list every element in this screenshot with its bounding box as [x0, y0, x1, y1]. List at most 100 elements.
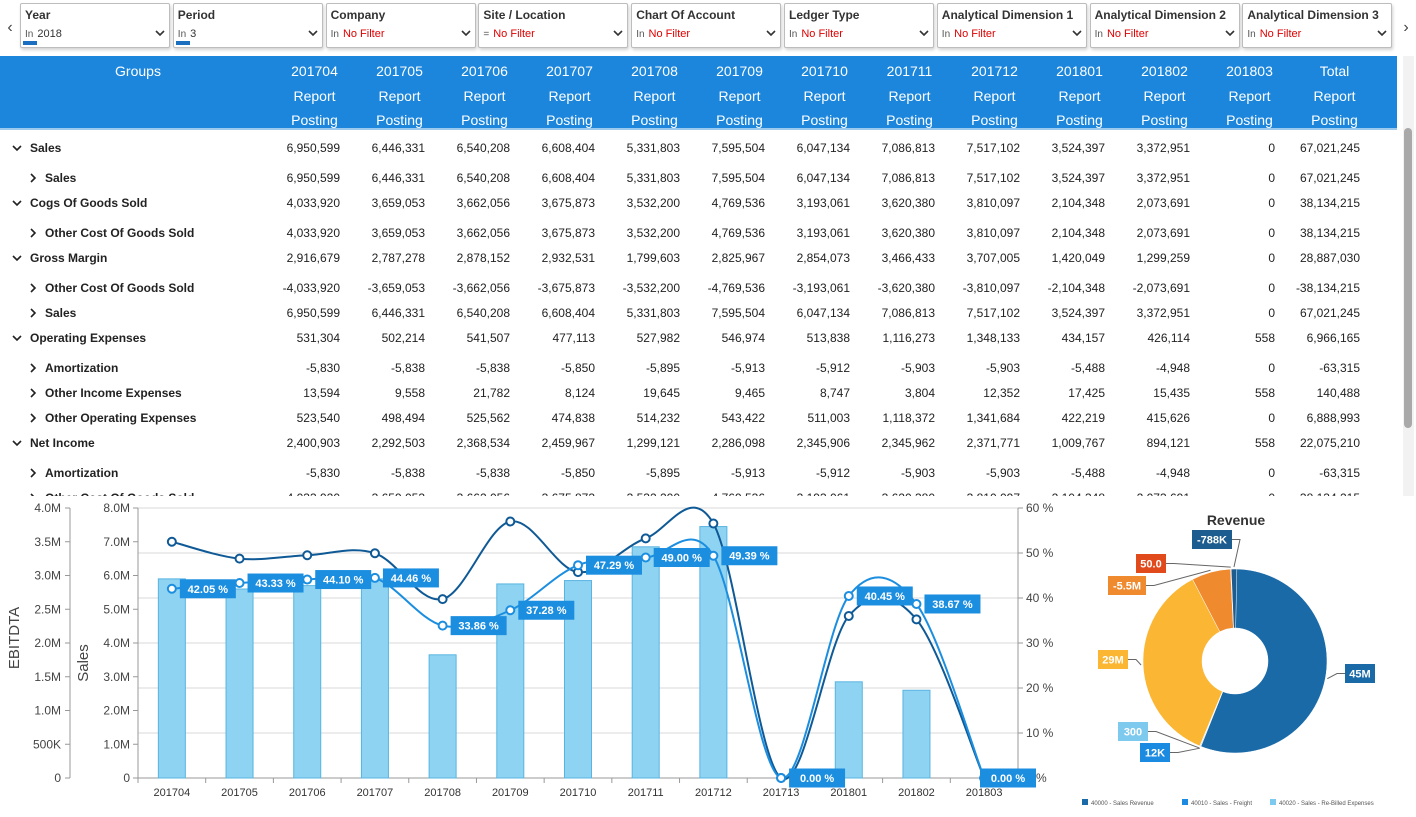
column-header[interactable]: 201707: [546, 63, 593, 79]
chevron-right-icon[interactable]: [27, 387, 39, 399]
sales-bar[interactable]: [428, 654, 457, 779]
column-header[interactable]: 201801: [1056, 63, 1103, 79]
column-header[interactable]: 201712: [971, 63, 1018, 79]
chevron-down-icon[interactable]: [11, 332, 23, 344]
ebitdta-point[interactable]: [302, 550, 313, 561]
percent-point[interactable]: [640, 552, 651, 563]
chevron-right-icon[interactable]: [27, 172, 39, 184]
table-row[interactable]: Gross Margin 2,916,679 2,787,278 2,878,152 2…: [0, 248, 1397, 270]
filter-value[interactable]: In No Filter: [1247, 28, 1301, 40]
ebitdta-point[interactable]: [708, 518, 719, 529]
ebitdta-point[interactable]: [911, 614, 922, 625]
percent-point[interactable]: [302, 574, 313, 585]
table-row[interactable]: Amortization -5,830 -5,838 -5,838 -5,850 -5,8…: [0, 358, 1397, 380]
column-header[interactable]: 201803: [1226, 63, 1273, 79]
chevron-down-icon[interactable]: [461, 28, 471, 38]
filter-year[interactable]: Year In 2018: [20, 3, 170, 48]
sales-bar[interactable]: [631, 546, 660, 779]
chevron-right-icon[interactable]: [27, 412, 39, 424]
percent-point[interactable]: [166, 583, 177, 594]
sales-bar[interactable]: [293, 585, 322, 779]
percent-point[interactable]: [776, 773, 787, 783]
vertical-scrollbar[interactable]: [1401, 56, 1416, 496]
filter-value[interactable]: = No Filter: [483, 28, 534, 40]
chevron-down-icon[interactable]: [1377, 28, 1387, 38]
scroll-right-icon[interactable]: ›: [1403, 19, 1409, 36]
column-header[interactable]: 201706: [461, 63, 508, 79]
groups-header[interactable]: Groups: [115, 63, 161, 79]
filter-value[interactable]: In 3: [178, 28, 196, 40]
chevron-right-icon[interactable]: [27, 227, 39, 239]
table-row[interactable]: Other Operating Expenses 523,540 498,494 52…: [0, 408, 1397, 430]
scroll-left-icon[interactable]: ‹: [7, 19, 13, 36]
column-header[interactable]: 201802: [1141, 63, 1188, 79]
table-row[interactable]: Other Cost Of Goods Sold 4,033,920 3,659,0…: [0, 223, 1397, 245]
ebitdta-point[interactable]: [437, 594, 448, 605]
donut-slice[interactable]: [1200, 568, 1328, 754]
scrollbar-thumb[interactable]: [1404, 128, 1412, 428]
percent-point[interactable]: [437, 620, 448, 631]
ebitdta-point[interactable]: [166, 536, 177, 547]
ebitdta-point[interactable]: [640, 533, 651, 544]
table-row[interactable]: Sales 6,950,599 6,446,331 6,540,208 6,608,40…: [0, 303, 1397, 325]
chevron-right-icon[interactable]: [27, 467, 39, 479]
ebitdta-point[interactable]: [369, 548, 380, 559]
filter-site-location[interactable]: Site / Location = No Filter: [478, 3, 629, 48]
sales-bar[interactable]: [157, 578, 186, 779]
table-row[interactable]: Sales 6,950,599 6,446,331 6,540,208 6,608,40…: [0, 168, 1397, 190]
filter-value[interactable]: In No Filter: [942, 28, 996, 40]
table-row[interactable]: Other Cost Of Goods Sold-4,033,920-3,659…: [0, 488, 1397, 496]
column-header[interactable]: 201704: [291, 63, 338, 79]
chevron-down-icon[interactable]: [613, 28, 623, 38]
chevron-down-icon[interactable]: [919, 28, 929, 38]
table-row[interactable]: Operating Expenses 531,304 502,214 541,507 4…: [0, 328, 1397, 350]
table-row[interactable]: Sales 6,950,599 6,446,331 6,540,208 6,608,40…: [0, 138, 1397, 160]
table-row[interactable]: Cogs Of Goods Sold 4,033,920 3,659,053 3,66…: [0, 193, 1397, 215]
sales-bar[interactable]: [225, 588, 254, 779]
filter-ledger-type[interactable]: Ledger Type In No Filter: [784, 3, 934, 48]
chevron-down-icon[interactable]: [1225, 28, 1235, 38]
percent-point[interactable]: [708, 550, 719, 561]
filter-analytical-dimension-3[interactable]: Analytical Dimension 3 In No Filter: [1242, 3, 1393, 48]
filter-value[interactable]: In 2018: [25, 28, 62, 40]
table-row[interactable]: Amortization -5,830 -5,838 -5,838 -5,850 -5,8…: [0, 463, 1397, 485]
filter-analytical-dimension-1[interactable]: Analytical Dimension 1 In No Filter: [936, 3, 1087, 48]
chevron-down-icon[interactable]: [11, 142, 23, 154]
column-header[interactable]: 201708: [631, 63, 678, 79]
percent-point[interactable]: [234, 578, 245, 589]
percent-point[interactable]: [911, 598, 922, 609]
filter-company[interactable]: Company In No Filter: [325, 3, 476, 48]
filter-value[interactable]: In No Filter: [636, 28, 690, 40]
column-header[interactable]: Total: [1319, 63, 1350, 79]
chevron-down-icon[interactable]: [11, 437, 23, 449]
chevron-down-icon[interactable]: [308, 28, 318, 38]
column-header[interactable]: 201705: [376, 63, 423, 79]
donut-slice[interactable]: [1230, 568, 1238, 629]
chevron-right-icon[interactable]: [27, 492, 39, 496]
chevron-down-icon[interactable]: [155, 28, 165, 38]
percent-point[interactable]: [843, 590, 854, 601]
column-header[interactable]: 201710: [801, 63, 848, 79]
column-header[interactable]: 201709: [716, 63, 763, 79]
chevron-down-icon[interactable]: [11, 252, 23, 264]
chevron-right-icon[interactable]: [27, 307, 39, 319]
table-row[interactable]: Other Income Expenses 13,594 9,558 21,782 8,…: [0, 383, 1397, 405]
filter-value[interactable]: In No Filter: [1095, 28, 1149, 40]
chevron-right-icon[interactable]: [27, 362, 39, 374]
chevron-down-icon[interactable]: [766, 28, 776, 38]
table-row[interactable]: Other Cost Of Goods Sold-4,033,920-3,659…: [0, 278, 1397, 300]
filter-period[interactable]: Period In 3: [172, 3, 323, 48]
sales-bar[interactable]: [360, 578, 389, 779]
ebitdta-point[interactable]: [505, 516, 516, 527]
filter-chart-of-account[interactable]: Chart Of Account In No Filter: [631, 3, 782, 48]
percent-point[interactable]: [505, 605, 516, 616]
chevron-down-icon[interactable]: [1072, 28, 1082, 38]
filter-value[interactable]: In No Filter: [331, 28, 385, 40]
table-row[interactable]: Net Income 2,400,903 2,292,503 2,368,534 2,4…: [0, 433, 1397, 455]
chevron-down-icon[interactable]: [11, 197, 23, 209]
column-header[interactable]: 201711: [886, 63, 933, 79]
percent-point[interactable]: [369, 572, 380, 583]
donut-slice[interactable]: [1142, 579, 1223, 747]
ebitdta-point[interactable]: [234, 553, 245, 564]
sales-bar[interactable]: [902, 689, 931, 779]
